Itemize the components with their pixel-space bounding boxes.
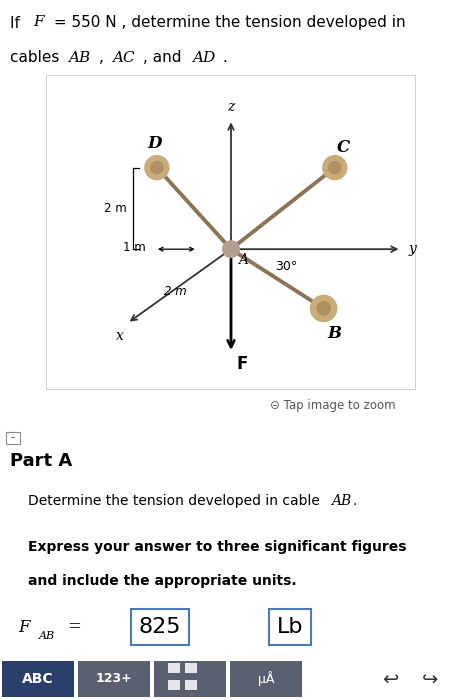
Text: –: – bbox=[11, 433, 15, 442]
Circle shape bbox=[328, 162, 341, 174]
Text: AB: AB bbox=[68, 50, 91, 64]
Text: 1 m: 1 m bbox=[123, 241, 146, 254]
Text: A: A bbox=[237, 253, 248, 267]
Circle shape bbox=[317, 302, 330, 315]
Text: B: B bbox=[328, 325, 341, 342]
Circle shape bbox=[323, 156, 346, 179]
Text: = 550 N , determine the tension developed in: = 550 N , determine the tension develope… bbox=[49, 15, 405, 31]
Text: F: F bbox=[18, 619, 30, 636]
Circle shape bbox=[145, 156, 169, 179]
Circle shape bbox=[151, 162, 163, 174]
Text: .: . bbox=[352, 494, 356, 508]
Text: 123+: 123+ bbox=[96, 673, 133, 685]
Text: x: x bbox=[116, 329, 124, 343]
Text: ⊝ Tap image to zoom: ⊝ Tap image to zoom bbox=[270, 398, 395, 412]
Text: AC: AC bbox=[112, 50, 135, 64]
Text: 2 m: 2 m bbox=[164, 286, 187, 298]
Text: z: z bbox=[227, 100, 235, 114]
Text: μÅ: μÅ bbox=[258, 671, 274, 687]
Text: AB: AB bbox=[331, 494, 351, 508]
Text: 30°: 30° bbox=[275, 260, 298, 273]
Text: , and: , and bbox=[143, 50, 187, 66]
Text: D: D bbox=[148, 135, 162, 152]
Bar bbox=[185, 680, 197, 690]
Bar bbox=[2, 661, 74, 697]
Text: Part A: Part A bbox=[10, 452, 73, 470]
Text: y: y bbox=[409, 242, 417, 256]
Text: ,: , bbox=[99, 50, 109, 66]
Text: 2 m: 2 m bbox=[104, 202, 127, 215]
Text: .: . bbox=[223, 50, 228, 66]
Text: and include the appropriate units.: and include the appropriate units. bbox=[28, 574, 296, 588]
Text: 825: 825 bbox=[139, 617, 181, 637]
Text: F: F bbox=[237, 355, 248, 373]
Text: =: = bbox=[67, 619, 81, 636]
Bar bbox=[78, 661, 150, 697]
Text: AD: AD bbox=[192, 50, 215, 64]
Bar bbox=[154, 661, 226, 697]
Bar bbox=[168, 680, 180, 690]
Text: cables: cables bbox=[10, 50, 64, 66]
Bar bbox=[168, 663, 180, 673]
Text: Determine the tension developed in cable: Determine the tension developed in cable bbox=[28, 494, 324, 508]
Text: ↩: ↩ bbox=[382, 669, 398, 689]
Text: Express your answer to three significant figures: Express your answer to three significant… bbox=[28, 540, 406, 554]
Bar bbox=[185, 663, 197, 673]
Text: F: F bbox=[33, 15, 44, 29]
Text: ABC: ABC bbox=[22, 672, 54, 686]
FancyBboxPatch shape bbox=[6, 431, 20, 444]
Text: ↪: ↪ bbox=[422, 669, 438, 689]
Text: Lb: Lb bbox=[277, 617, 304, 637]
Circle shape bbox=[223, 241, 239, 258]
Text: C: C bbox=[337, 139, 350, 156]
Bar bbox=[230, 661, 302, 697]
Circle shape bbox=[310, 295, 337, 321]
Text: AB: AB bbox=[39, 631, 55, 641]
Text: If: If bbox=[10, 15, 25, 31]
